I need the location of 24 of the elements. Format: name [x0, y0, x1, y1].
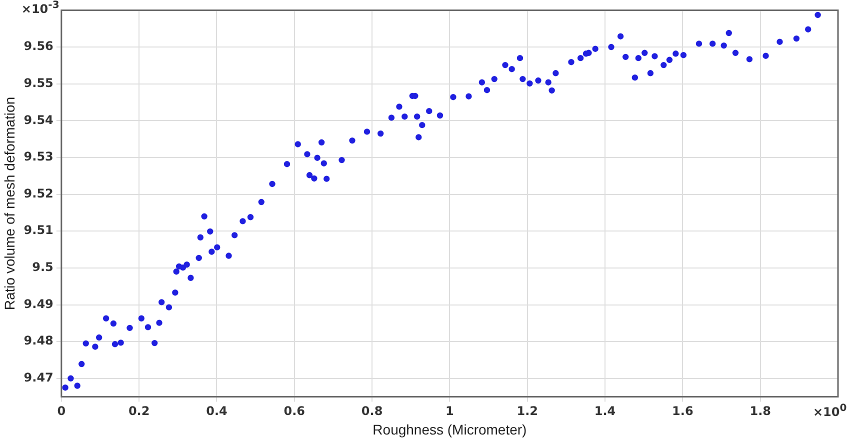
y-tick-label: 9.53: [24, 150, 54, 164]
x-tick-label: 1.2: [516, 404, 538, 418]
y-tick-label: 9.5: [32, 260, 54, 274]
x-tick-label: 1.8: [750, 404, 771, 418]
y-tick-label: 9.48: [24, 334, 54, 348]
text: ×10$^{-3}$: [21, 0, 60, 16]
x-tick-label: 1.4: [594, 404, 616, 418]
y-tick-label: 9.56: [24, 39, 54, 54]
x-tick-label: 0.8: [361, 404, 383, 418]
x-tick-label: 0.4: [206, 404, 228, 418]
x-tick-label: 0.2: [128, 404, 150, 418]
x-tick-label: 0.6: [284, 404, 306, 418]
x-axis-title: Roughness (Micrometer): [372, 421, 527, 438]
y-tick-label: 9.47: [24, 370, 54, 385]
y-tick-label: 9.49: [24, 296, 54, 311]
y-axis-title: Ratio volume of mesh deformation: [1, 96, 18, 310]
x-tick-label: 0: [57, 404, 66, 418]
x-tick-label: 1: [446, 404, 454, 418]
y-tick-label: 9.52: [24, 186, 54, 200]
x-tick-label: 1.6: [672, 404, 694, 418]
y-tick-label: 9.51: [24, 223, 54, 238]
y-tick-label: 9.54: [24, 112, 54, 127]
text: ×10$^{0}$: [813, 402, 847, 419]
y-tick-label: 9.55: [24, 76, 54, 90]
